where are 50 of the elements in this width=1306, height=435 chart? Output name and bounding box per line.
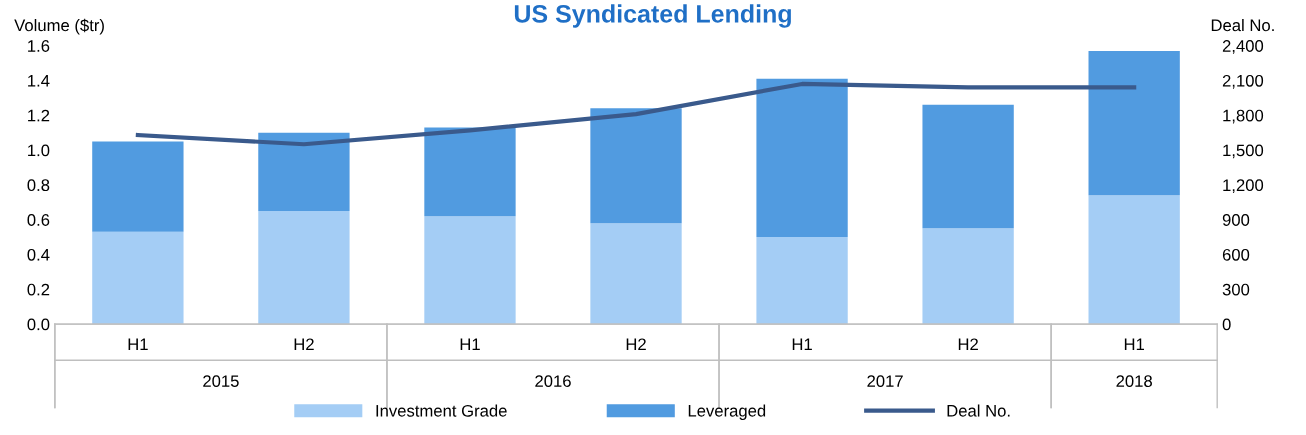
y2-axis-title: Deal No. [1211,19,1274,32]
y-tick-label: 0.0 [27,318,50,331]
bar [92,231,184,325]
x-tick-label: H2 [626,338,646,351]
y-tick-label: 0.2 [27,283,50,296]
bar [590,108,682,224]
legend-label: Deal No. [947,404,1010,417]
y2-tick-label: 0 [1222,318,1231,331]
y-axis-title: Volume ($tr) [14,18,104,35]
y2-tick-label: 1,200 [1223,179,1264,194]
y-tick-label: 0.4 [27,248,50,261]
x-tick-label: H2 [958,338,978,351]
line-series [135,81,1137,147]
bar [92,141,184,232]
bar [258,210,350,325]
y2-tick-label: 1,800 [1223,109,1264,124]
y-tick-label: 1.0 [28,144,50,157]
x-tick-label: H1 [460,338,480,351]
bar [756,78,848,238]
text: 2016 [535,375,571,388]
y-tick-label: 0.6 [27,214,50,226]
bar [424,216,516,325]
x-tick-label: H2 [294,338,314,351]
y-tick-label: 1.6 [28,40,50,52]
bar [756,237,848,325]
y2-tick-label: 600 [1222,248,1250,261]
y-tick-label: 1.2 [28,109,50,122]
bar [1088,195,1180,325]
y2-tick-label: 2,400 [1222,40,1264,54]
text: 2015 [203,375,239,388]
y2-tick-label: 2,100 [1222,74,1264,89]
text: 2017 [867,375,903,388]
chart-title: US Syndicated Lending [514,4,791,28]
bar [1088,50,1180,196]
legend-label: Leveraged [688,404,766,420]
bar [590,223,682,325]
x-tick-label: H1 [1124,338,1145,351]
x-tick-label: H1 [792,338,812,351]
bar [922,228,1014,325]
y2-tick-label: 1,500 [1223,144,1264,159]
bar [922,104,1014,229]
legend-label: Investment Grade [376,404,507,417]
bar [424,127,516,217]
y2-tick-label: 900 [1222,214,1250,226]
text: 2018 [1116,375,1152,388]
y-tick-label: 0.8 [27,179,50,192]
y-tick-label: 1.4 [28,75,50,87]
x-tick-label: H1 [128,338,148,351]
bar [258,132,350,211]
y2-tick-label: 300 [1222,283,1250,296]
